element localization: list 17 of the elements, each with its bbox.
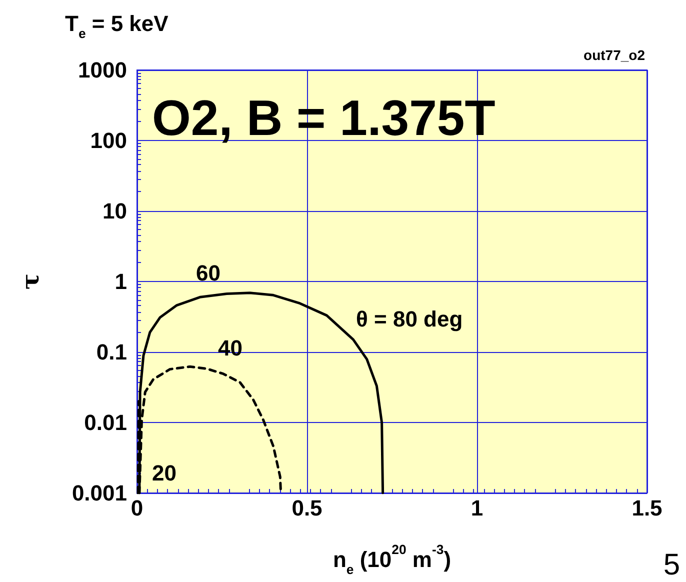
annotation: 20 <box>152 460 176 486</box>
y-tick-label: 0.1 <box>96 340 127 364</box>
x-tick-label: 1 <box>470 496 484 520</box>
y-tick-label: 100 <box>90 128 127 153</box>
text: 5 <box>663 548 680 582</box>
y-tick-label: 0.01 <box>84 410 127 435</box>
annotation: θ = 80 deg <box>356 306 463 332</box>
y-tick-label: 1 <box>114 269 127 294</box>
annotation: 60 <box>196 260 220 286</box>
y-axis-title: τ <box>16 273 44 290</box>
x-tick-label: 0.5 <box>292 496 322 520</box>
text: out77_o2 <box>584 47 646 63</box>
y-tick-label: 1000 <box>78 58 127 82</box>
y-tick-label: 0.001 <box>72 480 127 506</box>
y-tick-label: 10 <box>102 198 127 224</box>
x-tick-label: 0 <box>130 496 144 520</box>
x-tick-label: 1.5 <box>632 496 662 520</box>
